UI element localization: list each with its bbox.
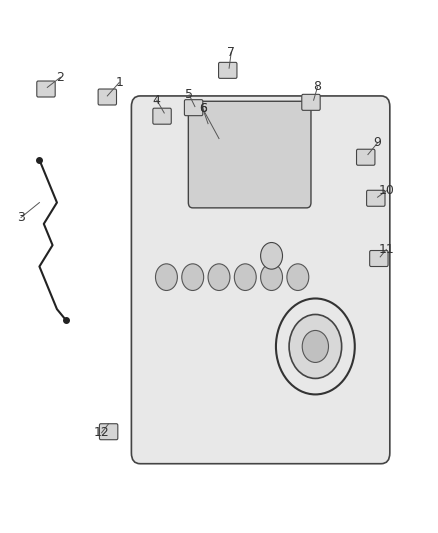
FancyBboxPatch shape bbox=[370, 251, 388, 266]
Text: 12: 12 bbox=[94, 426, 110, 439]
Circle shape bbox=[155, 264, 177, 290]
FancyBboxPatch shape bbox=[99, 424, 118, 440]
Text: 5: 5 bbox=[185, 88, 193, 101]
Text: 9: 9 bbox=[374, 136, 381, 149]
Circle shape bbox=[234, 264, 256, 290]
Circle shape bbox=[287, 264, 309, 290]
Text: 3: 3 bbox=[17, 211, 25, 224]
Text: 7: 7 bbox=[227, 46, 235, 59]
Text: 6: 6 bbox=[199, 102, 207, 115]
Text: 8: 8 bbox=[314, 80, 321, 93]
Circle shape bbox=[208, 264, 230, 290]
Circle shape bbox=[289, 314, 342, 378]
FancyBboxPatch shape bbox=[37, 81, 55, 97]
FancyBboxPatch shape bbox=[367, 190, 385, 206]
Circle shape bbox=[261, 264, 283, 290]
Circle shape bbox=[182, 264, 204, 290]
FancyBboxPatch shape bbox=[98, 89, 117, 105]
Text: 4: 4 bbox=[153, 94, 161, 107]
Circle shape bbox=[261, 243, 283, 269]
FancyBboxPatch shape bbox=[131, 96, 390, 464]
Text: 2: 2 bbox=[57, 71, 64, 84]
FancyBboxPatch shape bbox=[219, 62, 237, 78]
Text: 6: 6 bbox=[199, 102, 207, 115]
FancyBboxPatch shape bbox=[153, 108, 171, 124]
FancyBboxPatch shape bbox=[302, 94, 320, 110]
Text: 10: 10 bbox=[378, 184, 394, 197]
Text: 1: 1 bbox=[115, 76, 123, 89]
Circle shape bbox=[302, 330, 328, 362]
FancyBboxPatch shape bbox=[184, 100, 203, 116]
Text: 11: 11 bbox=[378, 243, 394, 256]
FancyBboxPatch shape bbox=[357, 149, 375, 165]
FancyBboxPatch shape bbox=[188, 101, 311, 208]
